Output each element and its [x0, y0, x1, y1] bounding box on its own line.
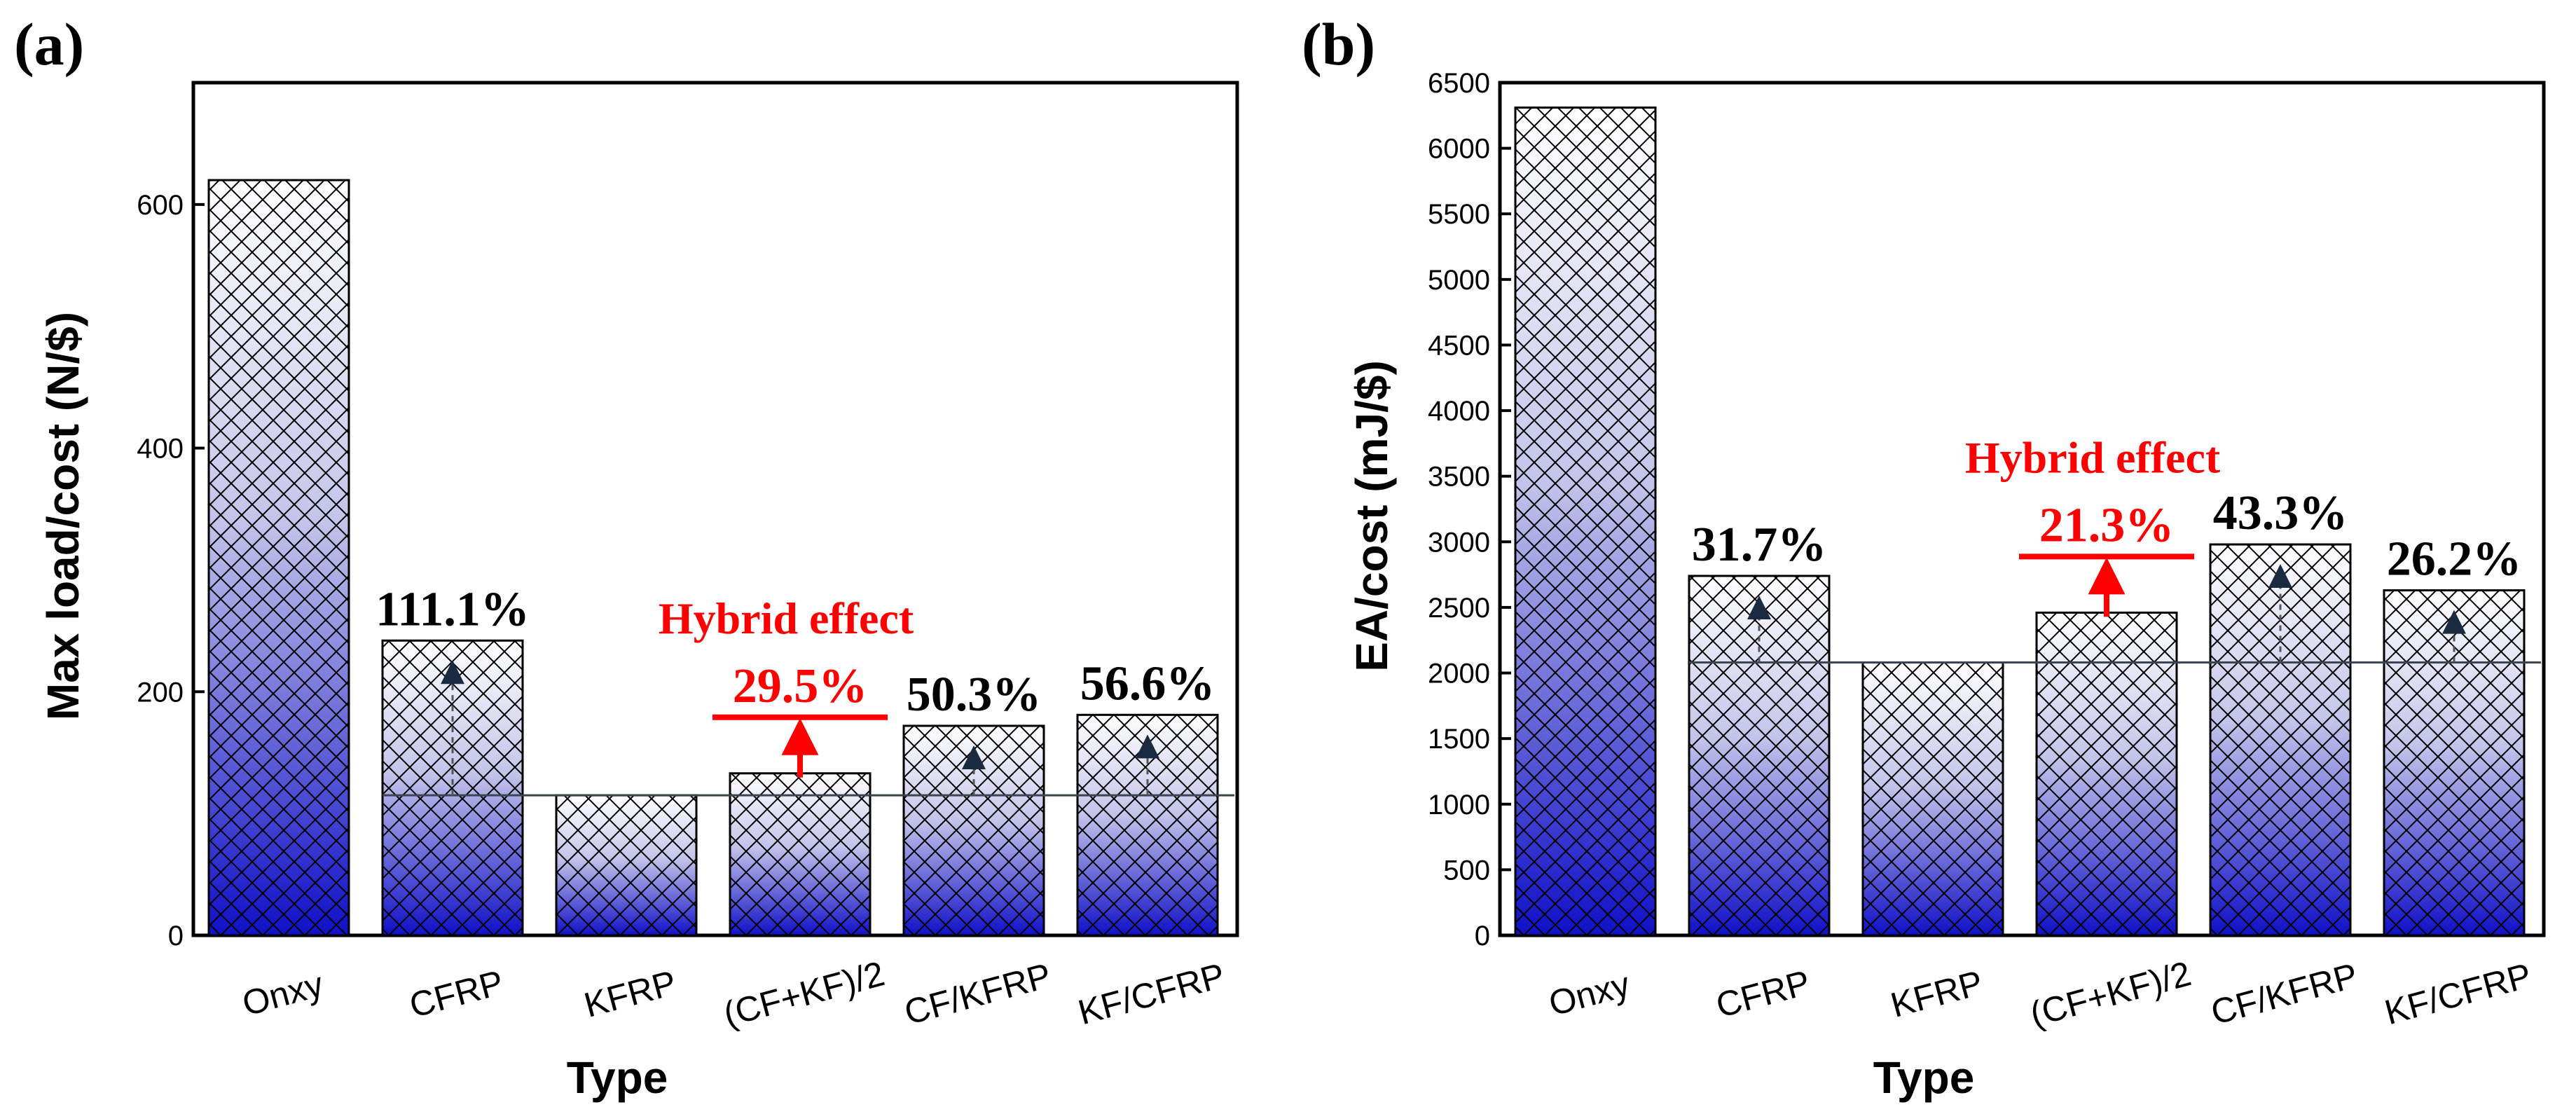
panel-b-ytick-label-3000: 3000 — [1428, 527, 1490, 558]
category-label-onxy: Onxy — [238, 964, 327, 1023]
bar-hatch — [207, 179, 350, 937]
panel-b-ytick-label-2000: 2000 — [1428, 659, 1490, 689]
panel-a-increase-arrow-cfrp — [441, 660, 464, 796]
category-label-cfrp: CFRP — [1712, 963, 1814, 1025]
panel-a-ytick-label-200: 200 — [137, 677, 184, 708]
category-label-kf-cfrp: KF/CFRP — [2381, 956, 2535, 1032]
panel-b: (b) 0 500 1000 1500 2000 2500 3000 3500 4000 4500… — [1302, 11, 2546, 1103]
panel-b-ytick-label-500: 500 — [1443, 855, 1490, 886]
y-ticks-a: 0 200 400 600 — [137, 190, 1149, 951]
bars-b — [1514, 106, 2526, 937]
category-label-kf-cfrp: KF/CFRP — [1074, 956, 1229, 1032]
percent-label-cfrp: 111.1% — [376, 582, 530, 636]
percent-label-cf-kfrp: 50.3% — [907, 668, 1042, 722]
bar-hatch — [555, 794, 698, 937]
panel-b-increase-arrow-cfrp — [1747, 595, 1771, 663]
panel-b-bar-kf-cfrp — [2383, 589, 2526, 937]
panel-b-bar-cf-kfrp — [2209, 543, 2352, 937]
panel-b-increase-arrow-cf-kfrp — [2268, 564, 2292, 663]
increase-arrows-b — [1747, 564, 2466, 663]
percent-label-average: 21.3% — [2039, 498, 2175, 552]
hybrid-effect-label-b: Hybrid effect — [1965, 432, 2221, 482]
panel-b-ytick-label-4000: 4000 — [1428, 396, 1490, 427]
percent-label-kf-cfrp: 56.6% — [1080, 656, 1215, 710]
panel-label-a: (a) — [14, 11, 84, 78]
bar-hatch — [2383, 589, 2526, 937]
panel-b-ytick-label-5500: 5500 — [1428, 199, 1490, 230]
category-label-average: (CF+KF)/2 — [2026, 954, 2195, 1034]
percent-labels-b: 31.7% 21.3% 43.3% 26.2% — [1692, 486, 2522, 586]
bar-hatch — [1514, 106, 1657, 937]
x-axis-title-a: Type — [567, 1052, 668, 1103]
increase-arrows-a — [441, 660, 1159, 796]
percent-label-kf-cfrp: 26.2% — [2387, 532, 2522, 586]
panel-b-bar-onxy — [1514, 106, 1657, 937]
percent-label-cfrp: 31.7% — [1692, 518, 1827, 572]
bars-a — [207, 179, 1219, 937]
y-axis-title-b: EA/cost (mJ/$) — [1346, 360, 1397, 672]
panel-a-bar-onxy — [207, 179, 350, 937]
category-label-cf-kfrp: CF/KFRP — [900, 956, 1055, 1032]
panel-b-bar-cfrp — [1688, 575, 1831, 937]
panel-b-ytick-label-6000: 6000 — [1428, 134, 1490, 165]
panel-a-bar-kfrp — [555, 794, 698, 937]
panel-b-increase-arrow-kf-cfrp — [2442, 610, 2466, 663]
category-label-cf-kfrp: CF/KFRP — [2207, 956, 2362, 1032]
category-label-average: (CF+KF)/2 — [719, 954, 888, 1034]
bar-hatch — [2035, 611, 2178, 937]
bar-hatch — [1861, 661, 2004, 937]
panel-b-ytick-label-1500: 1500 — [1428, 724, 1490, 755]
category-labels-a: Onxy CFRP KFRP (CF+KF)/2 CF/KFRP KF/CFRP — [238, 954, 1229, 1034]
x-axis-title-b: Type — [1873, 1052, 1975, 1103]
panel-a-ytick-label-400: 400 — [137, 434, 184, 465]
bar-hatch — [729, 772, 872, 937]
panel-b-ytick-label-6500: 6500 — [1428, 68, 1490, 99]
panel-a-ytick-label-600: 600 — [137, 190, 184, 221]
panel-a-increase-arrow-cf-kfrp — [962, 745, 986, 796]
panel-b-bar-kfrp — [1861, 661, 2004, 937]
panel-b-bar-cf-kf-2 — [2035, 611, 2178, 937]
category-label-onxy: Onxy — [1545, 964, 1634, 1023]
panel-a-increase-arrow-kf-cfrp — [1136, 734, 1159, 796]
category-label-cfrp: CFRP — [406, 963, 508, 1025]
hybrid-effect-arrow-b — [2088, 557, 2126, 617]
panel-b-ytick-label-1000: 1000 — [1428, 790, 1490, 820]
panel-b-ytick-label-3500: 3500 — [1428, 462, 1490, 493]
category-label-kfrp: KFRP — [580, 963, 680, 1025]
percent-labels-a: 111.1% 29.5% 50.3% 56.6% — [376, 582, 1215, 722]
panel-a-bar-cf-kf-2 — [729, 772, 872, 937]
hybrid-effect-arrow-a — [781, 717, 819, 778]
bar-hatch — [2209, 543, 2352, 937]
category-labels-b: Onxy CFRP KFRP (CF+KF)/2 CF/KFRP KF/CFRP — [1545, 954, 2535, 1034]
panel-label-b: (b) — [1302, 11, 1375, 78]
category-label-kfrp: KFRP — [1887, 963, 1987, 1025]
hybrid-effect-label-a: Hybrid effect — [659, 593, 914, 643]
plot-frame-a — [191, 81, 1239, 937]
panel-b-ytick-label-4500: 4500 — [1428, 330, 1490, 361]
percent-label-average: 29.5% — [733, 659, 868, 713]
bar-hatch — [1688, 575, 1831, 937]
y-axis-title-a: Max load/cost (N/$) — [38, 312, 88, 720]
plot-frame-b — [1498, 81, 2546, 937]
panel-a-ytick-label-0: 0 — [168, 921, 184, 951]
panel-b-ytick-label-0: 0 — [1475, 921, 1490, 951]
y-ticks-b: 0 500 1000 1500 2000 2500 3000 3500 4000 4500 5000… — [1428, 68, 2456, 951]
panel-b-ytick-label-2500: 2500 — [1428, 593, 1490, 624]
panel-b-ytick-label-5000: 5000 — [1428, 265, 1490, 296]
percent-label-cf-kfrp: 43.3% — [2213, 486, 2348, 540]
